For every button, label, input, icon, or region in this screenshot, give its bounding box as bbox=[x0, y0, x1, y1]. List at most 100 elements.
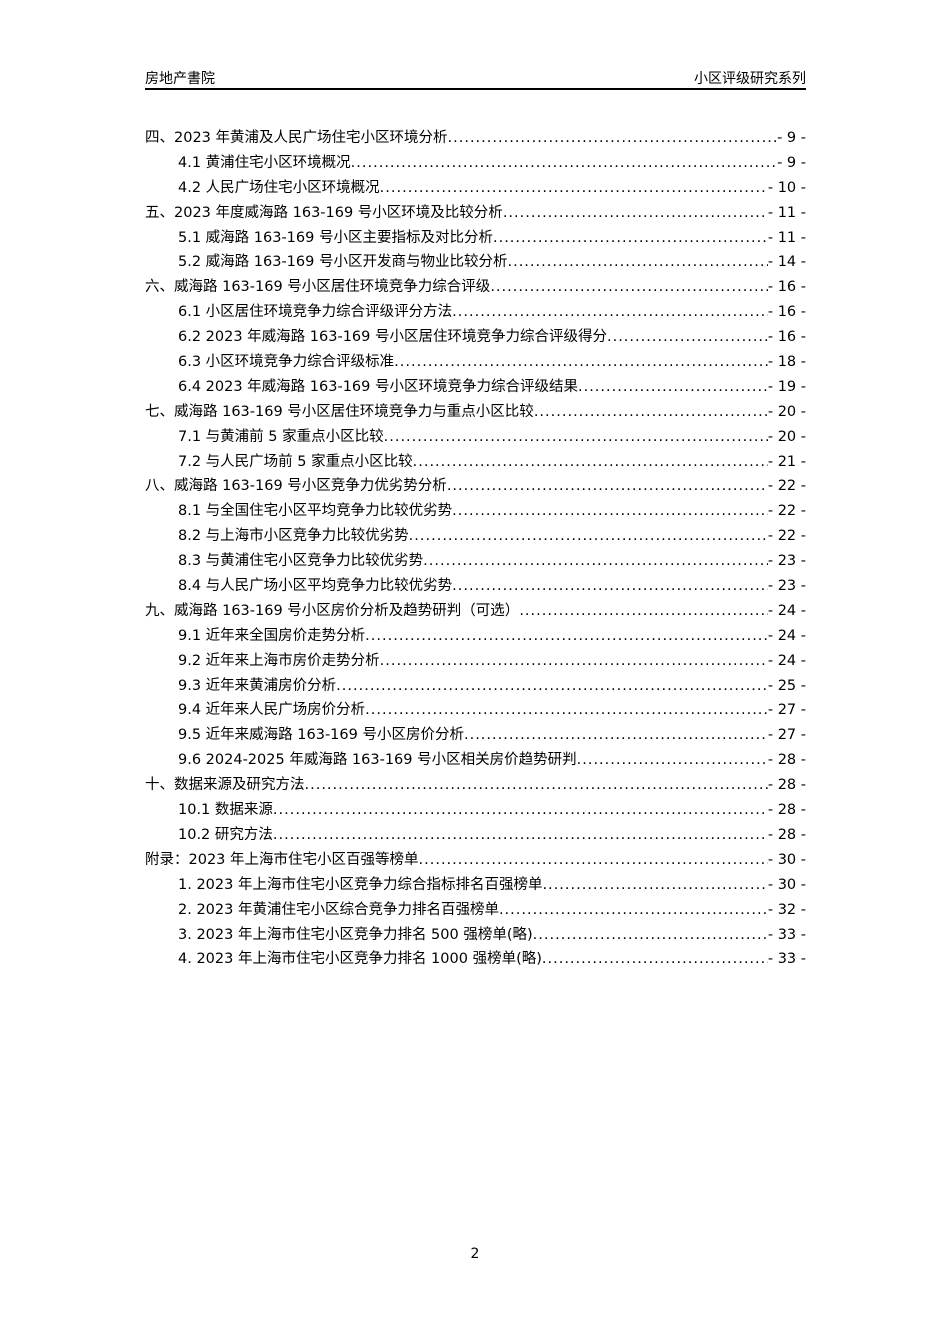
toc-entry-title: 4.1 黄浦住宅小区环境概况 bbox=[178, 154, 351, 171]
toc-entry-title: 十、数据来源及研究方法 bbox=[145, 777, 305, 794]
toc-entry[interactable]: 10.1 数据来源 - 28 - bbox=[145, 798, 806, 823]
toc-entry-page: - 23 - bbox=[767, 553, 806, 570]
toc-leader-dots bbox=[419, 848, 768, 873]
toc-entry-page: - 18 - bbox=[767, 354, 806, 371]
toc-entry[interactable]: 8.4 与人民广场小区平均竞争力比较优劣势 - 23 - bbox=[145, 574, 806, 599]
toc-entry-page: - 24 - bbox=[767, 652, 806, 669]
toc-entry[interactable]: 5.1 威海路 163-169 号小区主要指标及对比分析 - 11 - bbox=[145, 226, 806, 251]
toc-entry-title: 7.2 与人民广场前 5 家重点小区比较 bbox=[178, 453, 413, 470]
toc-leader-dots bbox=[413, 450, 768, 475]
toc-leader-dots bbox=[577, 748, 768, 773]
toc-entry-title: 9.3 近年来黄浦房价分析 bbox=[178, 677, 337, 694]
toc-entry[interactable]: 9.4 近年来人民广场房价分析 - 27 - bbox=[145, 698, 806, 723]
toc-entry[interactable]: 四、2023 年黄浦及人民广场住宅小区环境分析 - 9 - bbox=[145, 126, 806, 151]
toc-entry-title: 6.3 小区环境竞争力综合评级标准 bbox=[178, 354, 395, 371]
toc-entry[interactable]: 7.2 与人民广场前 5 家重点小区比较 - 21 - bbox=[145, 450, 806, 475]
toc-leader-dots bbox=[534, 400, 768, 425]
toc-entry-title: 10.2 研究方法 bbox=[178, 826, 273, 843]
toc-entry[interactable]: 10.2 研究方法 - 28 - bbox=[145, 823, 806, 848]
toc-leader-dots bbox=[533, 923, 768, 948]
toc-entry-title: 九、威海路 163-169 号小区房价分析及趋势研判（可选） bbox=[145, 602, 520, 619]
toc-entry-page: - 25 - bbox=[767, 677, 806, 694]
toc-entry[interactable]: 附录：2023 年上海市住宅小区百强等榜单 - 30 - bbox=[145, 848, 806, 873]
toc-leader-dots bbox=[305, 773, 768, 798]
toc-entry-title: 6.4 2023 年威海路 163-169 号小区环境竞争力综合评级结果 bbox=[178, 378, 578, 395]
toc-entry[interactable]: 6.3 小区环境竞争力综合评级标准 - 18 - bbox=[145, 350, 806, 375]
toc-entry[interactable]: 9.5 近年来威海路 163-169 号小区房价分析 - 27 - bbox=[145, 723, 806, 748]
toc-entry-page: - 19 - bbox=[767, 378, 806, 395]
toc-entry-title: 8.2 与上海市小区竞争力比较优劣势 bbox=[178, 528, 409, 545]
toc-entry-page: - 20 - bbox=[767, 428, 806, 445]
toc-entry-page: - 21 - bbox=[767, 453, 806, 470]
toc-entry-title: 2. 2023 年黄浦住宅小区综合竞争力排名百强榜单 bbox=[178, 901, 499, 918]
toc-entry[interactable]: 4.1 黄浦住宅小区环境概况 - 9 - bbox=[145, 151, 806, 176]
table-of-contents: 四、2023 年黄浦及人民广场住宅小区环境分析- 9 -4.1 黄浦住宅小区环境… bbox=[145, 126, 806, 972]
toc-entry[interactable]: 8.2 与上海市小区竞争力比较优劣势 - 22 - bbox=[145, 524, 806, 549]
toc-entry[interactable]: 3. 2023 年上海市住宅小区竞争力排名 500 强榜单(略) - 33 - bbox=[145, 923, 806, 948]
toc-entry[interactable]: 2. 2023 年黄浦住宅小区综合竞争力排名百强榜单 - 32 - bbox=[145, 898, 806, 923]
toc-entry-title: 8.4 与人民广场小区平均竞争力比较优劣势 bbox=[178, 578, 453, 595]
toc-entry-title: 附录：2023 年上海市住宅小区百强等榜单 bbox=[145, 851, 419, 868]
toc-entry[interactable]: 8.3 与黄浦住宅小区竞争力比较优劣势 - 23 - bbox=[145, 549, 806, 574]
toc-leader-dots bbox=[336, 674, 768, 699]
toc-leader-dots bbox=[273, 798, 768, 823]
toc-entry[interactable]: 7.1 与黄浦前 5 家重点小区比较 - 20 - bbox=[145, 425, 806, 450]
toc-entry[interactable]: 6.2 2023 年威海路 163-169 号小区居住环境竞争力综合评级得分 - … bbox=[145, 325, 806, 350]
toc-entry[interactable]: 9.3 近年来黄浦房价分析 - 25 - bbox=[145, 674, 806, 699]
toc-entry-page: - 30 - bbox=[767, 851, 806, 868]
toc-entry-title: 9.5 近年来威海路 163-169 号小区房价分析 bbox=[178, 727, 464, 744]
toc-entry[interactable]: 十、数据来源及研究方法 - 28 - bbox=[145, 773, 806, 798]
toc-entry-page: - 16 - bbox=[767, 329, 806, 346]
toc-entry[interactable]: 1. 2023 年上海市住宅小区竞争力综合指标排名百强榜单 - 30 - bbox=[145, 873, 806, 898]
toc-entry[interactable]: 9.1 近年来全国房价走势分析 - 24 - bbox=[145, 624, 806, 649]
toc-entry-title: 9.4 近年来人民广场房价分析 bbox=[178, 702, 366, 719]
toc-leader-dots bbox=[351, 151, 777, 176]
toc-entry-title: 五、2023 年度威海路 163-169 号小区环境及比较分析 bbox=[145, 204, 503, 221]
toc-entry-page: - 9 - bbox=[777, 154, 806, 171]
toc-entry[interactable]: 6.4 2023 年威海路 163-169 号小区环境竞争力综合评级结果 - 19… bbox=[145, 375, 806, 400]
toc-entry-page: - 32 - bbox=[767, 901, 806, 918]
toc-entry-page: - 27 - bbox=[767, 702, 806, 719]
toc-leader-dots bbox=[394, 350, 768, 375]
toc-entry-page: - 23 - bbox=[767, 578, 806, 595]
toc-entry[interactable]: 9.6 2024-2025 年威海路 163-169 号小区相关房价趋势研判 - … bbox=[145, 748, 806, 773]
header-right: 小区评级研究系列 bbox=[694, 71, 806, 87]
toc-leader-dots bbox=[607, 325, 768, 350]
toc-entry[interactable]: 5.2 威海路 163-169 号小区开发商与物业比较分析 - 14 - bbox=[145, 250, 806, 275]
toc-entry-page: - 22 - bbox=[767, 503, 806, 520]
toc-entry[interactable]: 五、2023 年度威海路 163-169 号小区环境及比较分析 - 11 - bbox=[145, 201, 806, 226]
toc-entry-page: - 22 - bbox=[767, 478, 806, 495]
toc-entry-title: 8.1 与全国住宅小区平均竞争力比较优劣势 bbox=[178, 503, 453, 520]
toc-leader-dots bbox=[464, 723, 768, 748]
toc-leader-dots bbox=[448, 126, 778, 151]
toc-entry[interactable]: 八、威海路 163-169 号小区竞争力优劣势分析 - 22 - bbox=[145, 474, 806, 499]
toc-entry-title: 9.1 近年来全国房价走势分析 bbox=[178, 627, 366, 644]
toc-leader-dots bbox=[542, 873, 767, 898]
toc-leader-dots bbox=[273, 823, 768, 848]
toc-entry-title: 7.1 与黄浦前 5 家重点小区比较 bbox=[178, 428, 384, 445]
toc-entry[interactable]: 8.1 与全国住宅小区平均竞争力比较优劣势 - 22 - bbox=[145, 499, 806, 524]
toc-entry-page: - 24 - bbox=[767, 627, 806, 644]
page-number: 2 bbox=[470, 1246, 480, 1262]
toc-entry-page: - 16 - bbox=[767, 279, 806, 296]
header-left: 房地产書院 bbox=[145, 71, 215, 87]
toc-entry[interactable]: 4. 2023 年上海市住宅小区竞争力排名 1000 强榜单(略) - 33 - bbox=[145, 947, 806, 972]
toc-entry-title: 七、威海路 163-169 号小区居住环境竞争力与重点小区比较 bbox=[145, 403, 534, 420]
toc-leader-dots bbox=[380, 649, 768, 674]
toc-leader-dots bbox=[490, 275, 768, 300]
toc-entry[interactable]: 6.1 小区居住环境竞争力综合评级评分方法 - 16 - bbox=[145, 300, 806, 325]
toc-entry-page: - 16 - bbox=[767, 304, 806, 321]
toc-entry[interactable]: 六、威海路 163-169 号小区居住环境竞争力综合评级 - 16 - bbox=[145, 275, 806, 300]
toc-entry-title: 9.6 2024-2025 年威海路 163-169 号小区相关房价趋势研判 bbox=[178, 752, 577, 769]
toc-leader-dots bbox=[452, 574, 768, 599]
toc-entry-title: 6.1 小区居住环境竞争力综合评级评分方法 bbox=[178, 304, 453, 321]
toc-entry-page: - 28 - bbox=[767, 826, 806, 843]
toc-entry-title: 3. 2023 年上海市住宅小区竞争力排名 500 强榜单(略) bbox=[178, 926, 533, 943]
toc-leader-dots bbox=[503, 201, 768, 226]
toc-entry-page: - 33 - bbox=[767, 926, 806, 943]
toc-entry[interactable]: 九、威海路 163-169 号小区房价分析及趋势研判（可选） - 24 - bbox=[145, 599, 806, 624]
toc-entry[interactable]: 4.2 人民广场住宅小区环境概况 - 10 - bbox=[145, 176, 806, 201]
toc-entry[interactable]: 9.2 近年来上海市房价走势分析 - 24 - bbox=[145, 649, 806, 674]
toc-entry[interactable]: 七、威海路 163-169 号小区居住环境竞争力与重点小区比较 - 20 - bbox=[145, 400, 806, 425]
toc-entry-title: 9.2 近年来上海市房价走势分析 bbox=[178, 652, 380, 669]
